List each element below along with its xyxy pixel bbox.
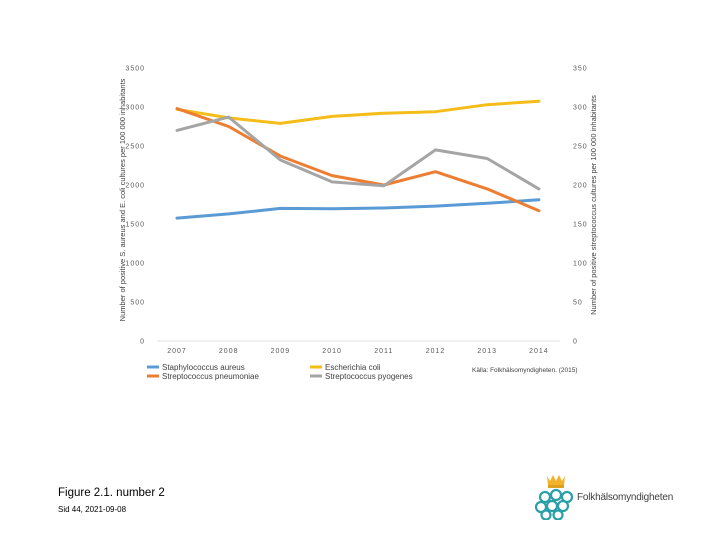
x-axis-tick: 2012: [426, 348, 446, 355]
series-line-streptococcus-pyogenes: [175, 115, 541, 191]
legend-entry: Streptococcus pyogenes: [325, 372, 413, 381]
left-axis-tick: 2000: [125, 183, 145, 190]
right-axis-tick: 300: [573, 105, 588, 112]
left-axis-tick: 1000: [125, 261, 145, 268]
right-axis-tick: 250: [573, 144, 588, 151]
legend-entry: Escherichia coli: [325, 363, 381, 372]
right-axis-tick: 100: [573, 261, 588, 268]
series-line-staphylococcus-aureus: [175, 198, 541, 220]
left-axis-tick: 3000: [125, 105, 145, 112]
left-axis-tick: 2500: [125, 144, 145, 151]
x-axis-tick: 2009: [271, 348, 291, 355]
right-axis-tick: 50: [573, 300, 583, 307]
left-axis-title: Number of positive S. aureus and E. coli…: [118, 78, 127, 321]
left-axis-tick: 3500: [125, 66, 145, 73]
series-line-escherichia-coli: [175, 99, 541, 125]
slide-reference: Sid 44, 2021-09-08: [58, 505, 127, 514]
source-note: Källa: Folkhälsomyndigheten. (2015): [472, 367, 578, 374]
agency-name: Folkhälsomyndigheten: [577, 492, 674, 503]
agency-logo: Folkhälsomyndigheten: [533, 470, 683, 525]
right-axis-title: Number of positive streptococcus culture…: [589, 95, 598, 315]
left-axis-tick: 1500: [125, 222, 145, 229]
legend-entry: Staphylococcus aureus: [162, 363, 245, 372]
x-axis-tick: 2008: [219, 348, 239, 355]
x-axis-tick: 2010: [322, 348, 342, 355]
left-axis-tick: 0: [140, 339, 145, 346]
right-axis-tick: 0: [573, 339, 578, 346]
series-line-streptococcus-pneumoniae: [175, 107, 541, 213]
x-axis-tick: 2011: [374, 348, 393, 355]
left-axis-tick: 500: [130, 300, 145, 307]
figure-caption: Figure 2.1. number 2: [58, 487, 165, 499]
x-axis-tick: 2013: [477, 348, 497, 355]
right-axis-tick: 150: [573, 222, 588, 229]
x-axis-tick: 2007: [167, 348, 187, 355]
right-axis-tick: 350: [573, 66, 588, 73]
crown-emblem-icon: [534, 475, 574, 521]
x-axis-tick: 2014: [529, 348, 549, 355]
legend-entry: Streptococcus pneumoniae: [162, 372, 260, 381]
right-axis-tick: 200: [573, 183, 588, 190]
